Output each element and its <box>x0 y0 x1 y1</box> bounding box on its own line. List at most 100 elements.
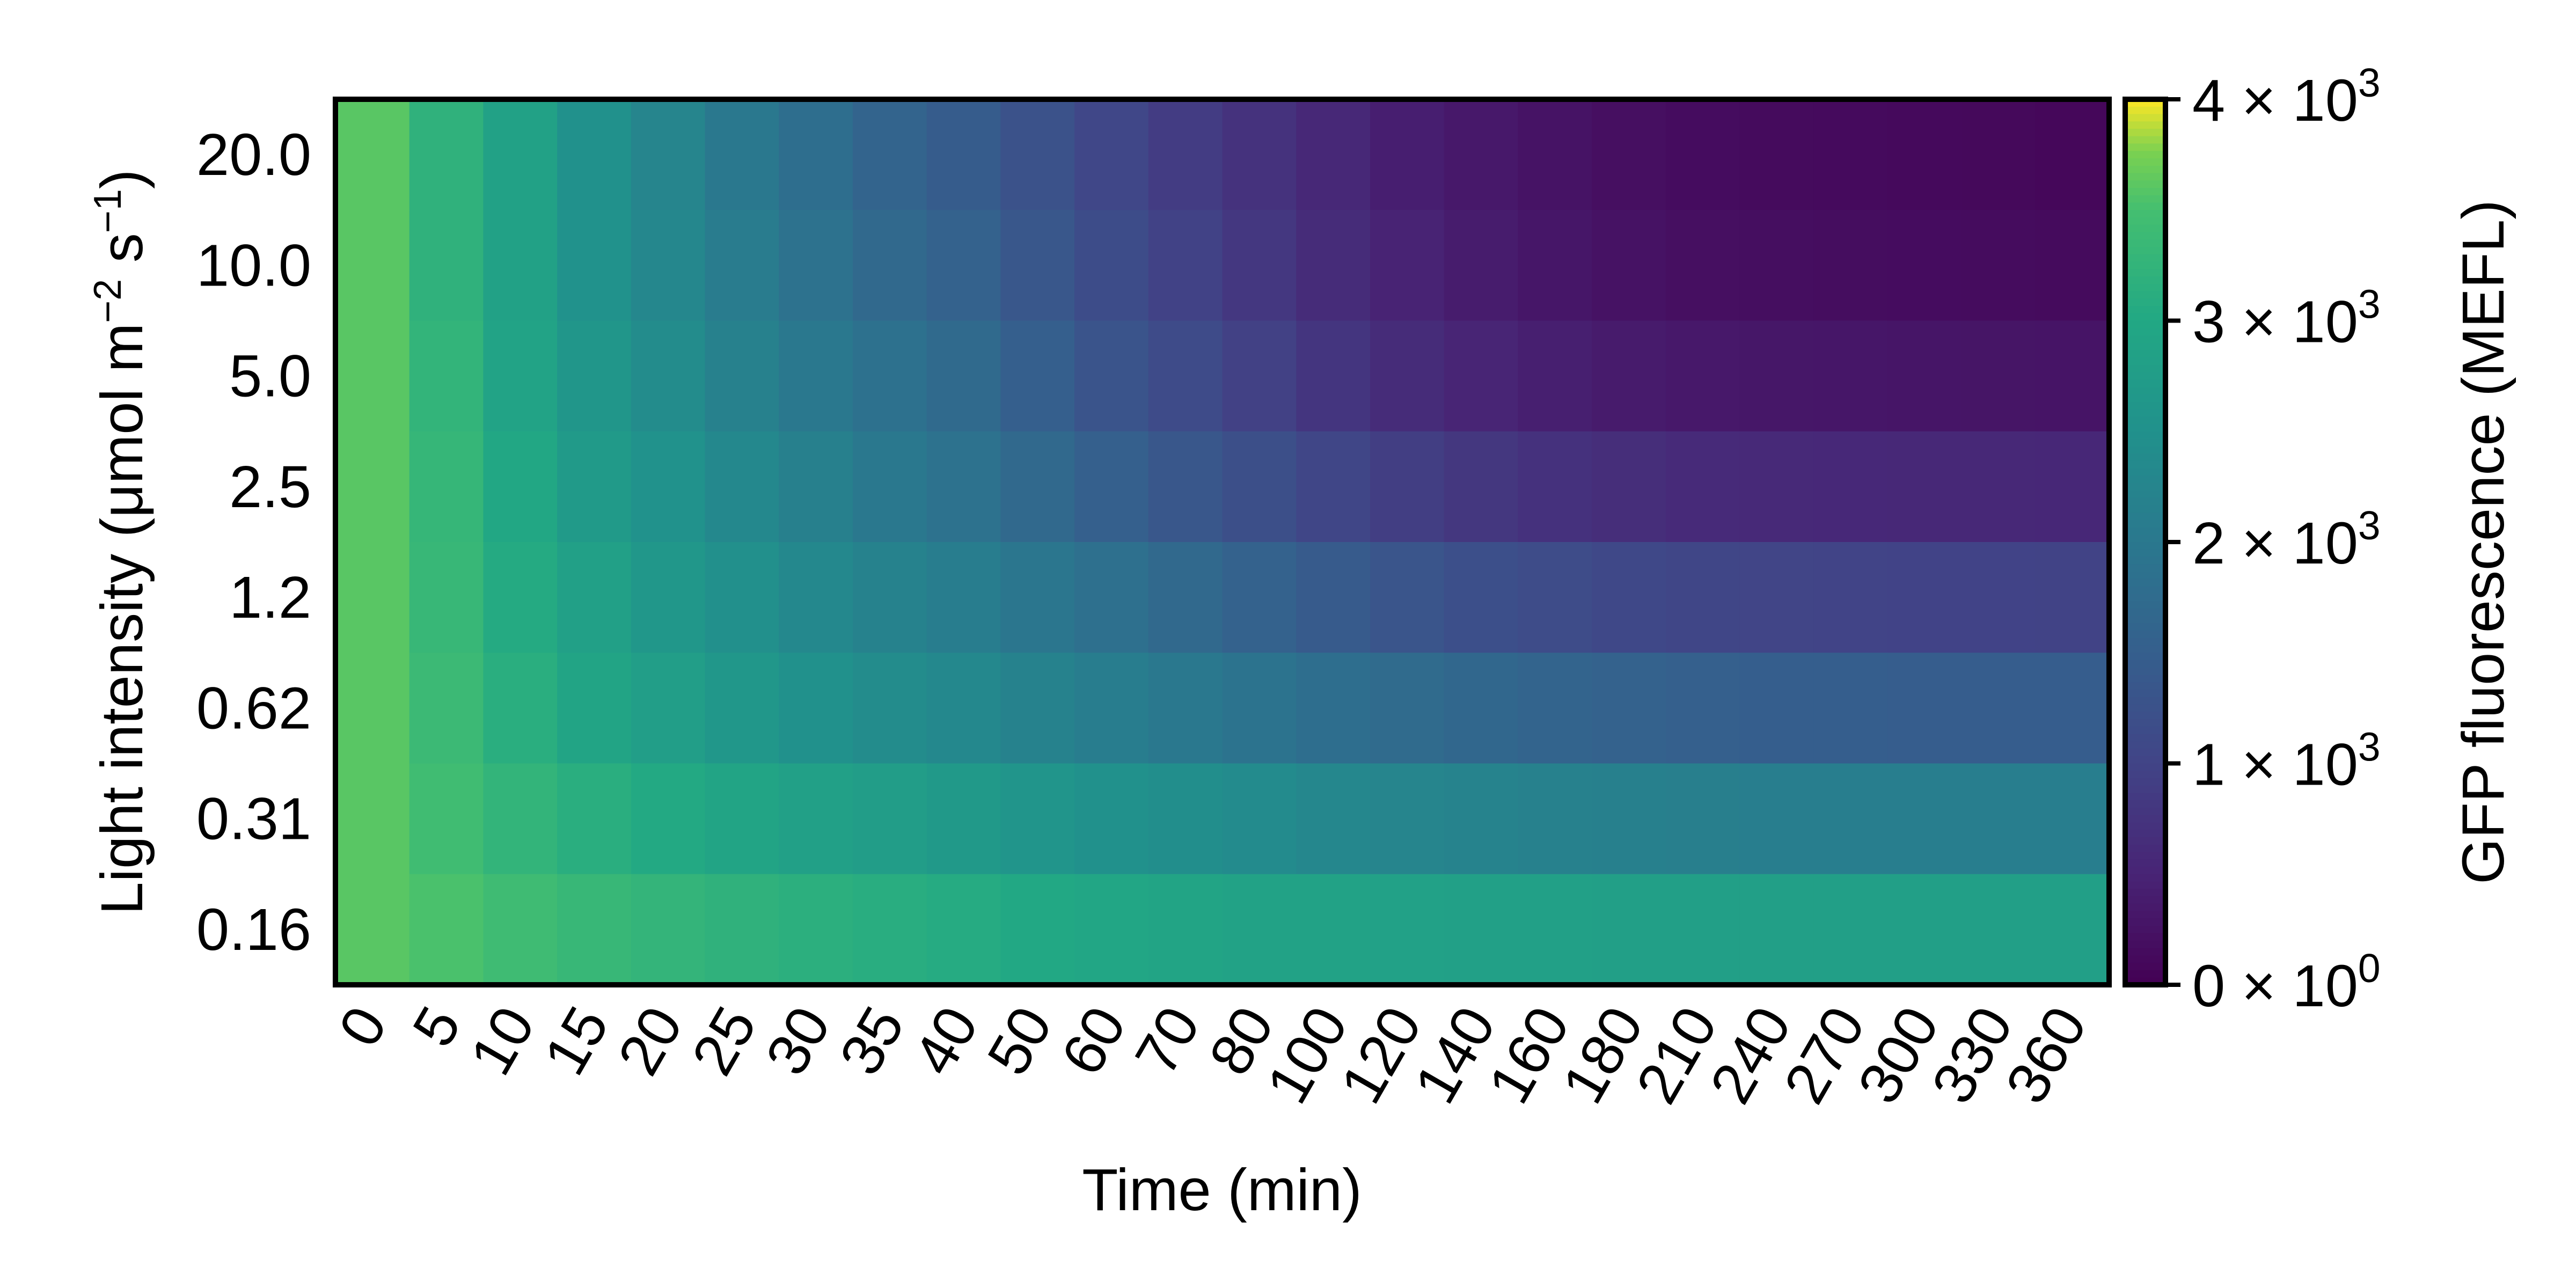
colorbar-segment <box>2125 394 2165 402</box>
heatmap-cell <box>1813 431 1888 543</box>
colorbar-segment <box>2125 239 2165 247</box>
heatmap-cells <box>335 99 2110 985</box>
colorbar-segment <box>2125 815 2165 823</box>
heatmap-cell <box>1518 763 1593 875</box>
colorbar-segment <box>2125 535 2165 543</box>
colorbar-segment <box>2125 180 2165 188</box>
colorbar-segment <box>2125 800 2165 808</box>
heatmap-cell <box>926 431 1001 543</box>
heatmap-cell <box>1739 320 1814 432</box>
colorbar-gradient <box>2125 99 2165 985</box>
colorbar-segment <box>2125 188 2165 196</box>
colorbar-segment <box>2125 970 2165 978</box>
heatmap-cell <box>1222 653 1297 764</box>
heatmap-cell <box>2035 431 2110 543</box>
heatmap-cell <box>335 431 410 543</box>
heatmap-cell <box>1074 653 1149 764</box>
colorbar-segment <box>2125 401 2165 410</box>
colorbar-segment <box>2125 682 2165 690</box>
heatmap-cell <box>1592 874 1666 985</box>
heatmap-cell <box>2035 653 2110 764</box>
heatmap-cell <box>1370 653 1445 764</box>
heatmap-cell <box>409 542 484 654</box>
heatmap-cell <box>705 320 780 432</box>
heatmap-cell <box>1000 210 1075 321</box>
colorbar-segment <box>2125 608 2165 617</box>
colorbar-segment <box>2125 690 2165 698</box>
heatmap-cell <box>1370 763 1445 875</box>
heatmap-cell <box>1444 320 1519 432</box>
colorbar-segment <box>2125 918 2165 926</box>
heatmap-cell <box>1000 99 1075 211</box>
colorbar-segment <box>2125 438 2165 447</box>
heatmap-cell <box>631 874 706 985</box>
y-tick-label: 5.0 <box>229 343 311 409</box>
heatmap-cell <box>926 874 1001 985</box>
heatmap-cell <box>631 431 706 543</box>
heatmap-cell <box>335 99 410 211</box>
plot-frame <box>333 97 2112 987</box>
heatmap-cell <box>335 874 410 985</box>
colorbar-segment <box>2125 793 2165 801</box>
y-axis-label-text: Light intensity (μmol m <box>89 323 155 915</box>
colorbar-segment <box>2125 564 2165 572</box>
heatmap-cell <box>1370 320 1445 432</box>
colorbar-segment <box>2125 955 2165 963</box>
heatmap-cell <box>1074 99 1149 211</box>
heatmap-cell <box>631 320 706 432</box>
heatmap-cell <box>1222 210 1297 321</box>
y-tick-label: 10.0 <box>196 232 311 298</box>
heatmap-cell <box>557 542 632 654</box>
heatmap-cell <box>1222 99 1297 211</box>
x-tick-label: 40 <box>901 996 991 1086</box>
heatmap-cell <box>1074 431 1149 543</box>
heatmap-cell <box>1148 542 1223 654</box>
heatmap-cell <box>1518 874 1593 985</box>
heatmap-cell <box>335 763 410 875</box>
heatmap-cell <box>1887 320 1962 432</box>
colorbar-segment <box>2125 822 2165 831</box>
heatmap-cell <box>631 542 706 654</box>
colorbar-segment <box>2125 320 2165 329</box>
heatmap-cell <box>1665 431 1740 543</box>
y-axis-label-end: ) <box>89 169 155 189</box>
heatmap-cell <box>1296 99 1371 211</box>
heatmap-cell <box>1739 99 1814 211</box>
heatmap-cell <box>1592 99 1666 211</box>
colorbar-segment <box>2125 306 2165 314</box>
heatmap-cell <box>1887 763 1962 875</box>
x-tick-label: 30 <box>753 996 843 1086</box>
colorbar-segment <box>2125 283 2165 292</box>
colorbar-segment <box>2125 269 2165 277</box>
heatmap-cell <box>1961 431 2036 543</box>
heatmap-cell <box>1000 763 1075 875</box>
colorbar-segment <box>2125 298 2165 306</box>
heatmap-cell <box>1739 431 1814 543</box>
heatmap-cell <box>1296 874 1371 985</box>
heatmap-cell <box>1000 542 1075 654</box>
heatmap-cell <box>483 210 558 321</box>
colorbar-segment <box>2125 962 2165 971</box>
colorbar-segment <box>2125 202 2165 211</box>
heatmap-cell <box>779 542 853 654</box>
heatmap-cell <box>852 99 927 211</box>
heatmap-cell <box>1444 431 1519 543</box>
heatmap-cell <box>2035 542 2110 654</box>
heatmap-cell <box>1148 99 1223 211</box>
heatmap-cell <box>1961 542 2036 654</box>
heatmap-cell <box>1592 320 1666 432</box>
colorbar-segment <box>2125 158 2165 166</box>
heatmap-cell <box>1000 431 1075 543</box>
heatmap-cell <box>779 653 853 764</box>
colorbar-segment <box>2125 513 2165 521</box>
heatmap-cell <box>926 320 1001 432</box>
colorbar-segment <box>2125 121 2165 129</box>
colorbar-segment <box>2125 291 2165 299</box>
heatmap-cell <box>1370 99 1445 211</box>
heatmap-cell <box>409 320 484 432</box>
colorbar-segment <box>2125 638 2165 646</box>
colorbar-segment <box>2125 579 2165 587</box>
heatmap-cell <box>483 320 558 432</box>
colorbar-segment <box>2125 490 2165 499</box>
